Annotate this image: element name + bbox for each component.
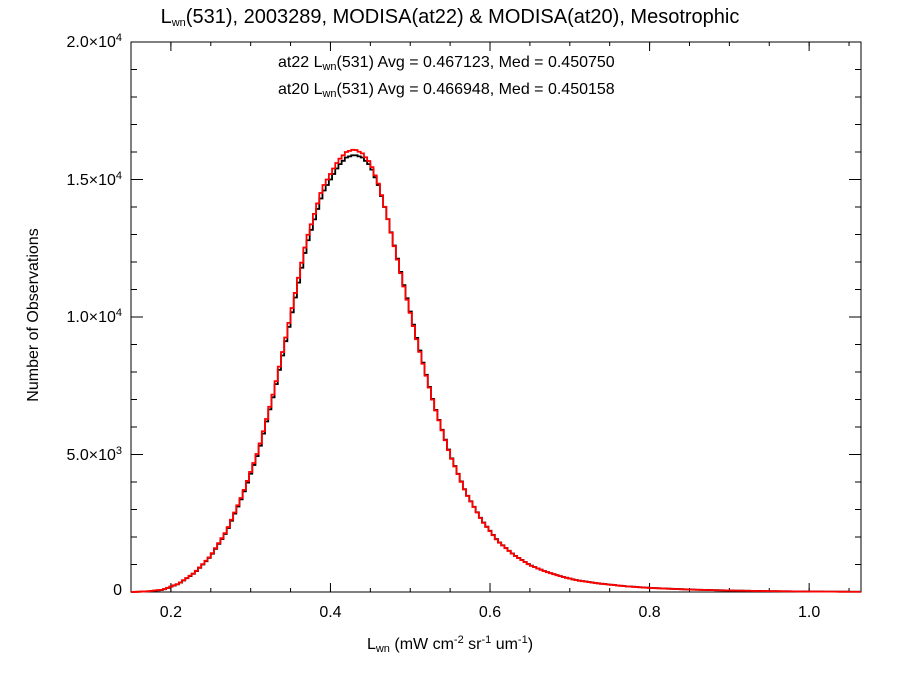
y-tick-label: 1.0×104: [66, 307, 122, 326]
y-tick-label: 5.0×103: [66, 444, 122, 464]
x-tick-label: 0.6: [478, 604, 502, 621]
plot-frame: [130, 41, 862, 593]
series-at22-line: [131, 154, 861, 593]
x-axis-label: Lwn (mW cm-2 sr-1 um-1): [366, 634, 534, 655]
x-tick-label: 0.4: [319, 604, 342, 621]
y-tick-label: 1.5×104: [66, 169, 122, 189]
x-tick-label: 0.8: [638, 604, 661, 621]
y-tick-label: 2.0×104: [66, 32, 122, 51]
legend-entry-at20: at20 Lwn(531) Avg = 0.466948, Med = 0.45…: [278, 81, 615, 100]
series-at20-line: [131, 148, 861, 593]
chart-title: Lwn(531), 2003289, MODISA(at22) & MODISA…: [160, 6, 740, 29]
x-tick-label: 0.2: [159, 604, 183, 621]
legend-entry-at22: at22 Lwn(531) Avg = 0.467123, Med = 0.45…: [278, 54, 615, 73]
x-tick-label: 1.0: [798, 604, 821, 621]
y-tick-label: 0: [113, 582, 122, 599]
